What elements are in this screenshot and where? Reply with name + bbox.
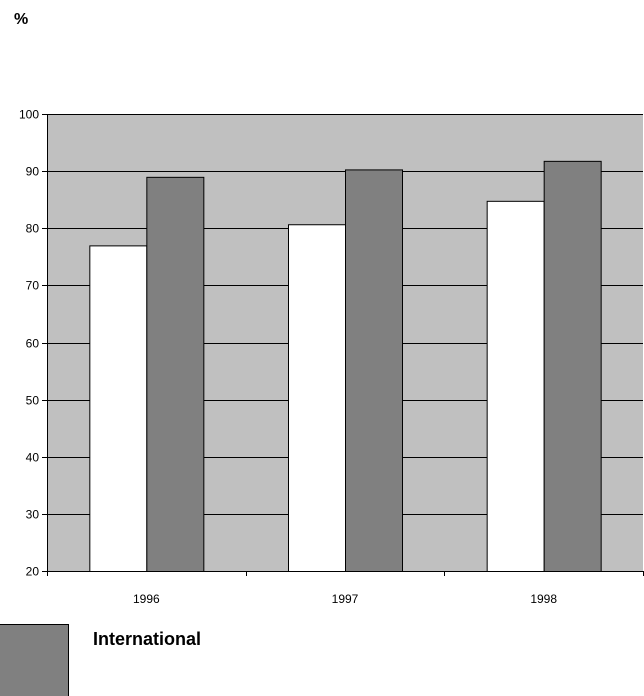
legend-label-international: International bbox=[93, 629, 202, 649]
bar-chart: 20 30 40 50 60 70 80 90 100 1996 1997 1998 bbox=[19, 108, 644, 606]
x-tick-label-1998: 1998 bbox=[530, 592, 557, 606]
bar-1998-series-2 bbox=[543, 160, 602, 572]
y-tick-label-80: 80 bbox=[26, 222, 40, 236]
legend-swatch-international bbox=[0, 624, 69, 696]
bar-1998-series-1 bbox=[486, 200, 545, 573]
y-axis-unit-label: % bbox=[14, 11, 29, 28]
y-tick-label-50: 50 bbox=[26, 394, 40, 408]
bar-1996-series-2 bbox=[146, 176, 205, 572]
y-tick-label-30: 30 bbox=[26, 508, 40, 522]
bar-1996-series-1 bbox=[89, 245, 148, 572]
bar-1997-series-2 bbox=[345, 169, 403, 572]
y-tick-label-90: 90 bbox=[26, 165, 40, 179]
y-tick-label-70: 70 bbox=[26, 279, 40, 293]
x-tick-label-1996: 1996 bbox=[133, 592, 160, 606]
y-tick-label-40: 40 bbox=[26, 451, 40, 465]
x-tick-label-1997: 1997 bbox=[332, 592, 359, 606]
y-tick-label-60: 60 bbox=[26, 337, 40, 351]
y-tick-label-20: 20 bbox=[26, 565, 40, 579]
bar-1997-series-1 bbox=[288, 224, 346, 572]
y-tick-label-100: 100 bbox=[19, 108, 39, 122]
legend: International bbox=[0, 620, 644, 696]
